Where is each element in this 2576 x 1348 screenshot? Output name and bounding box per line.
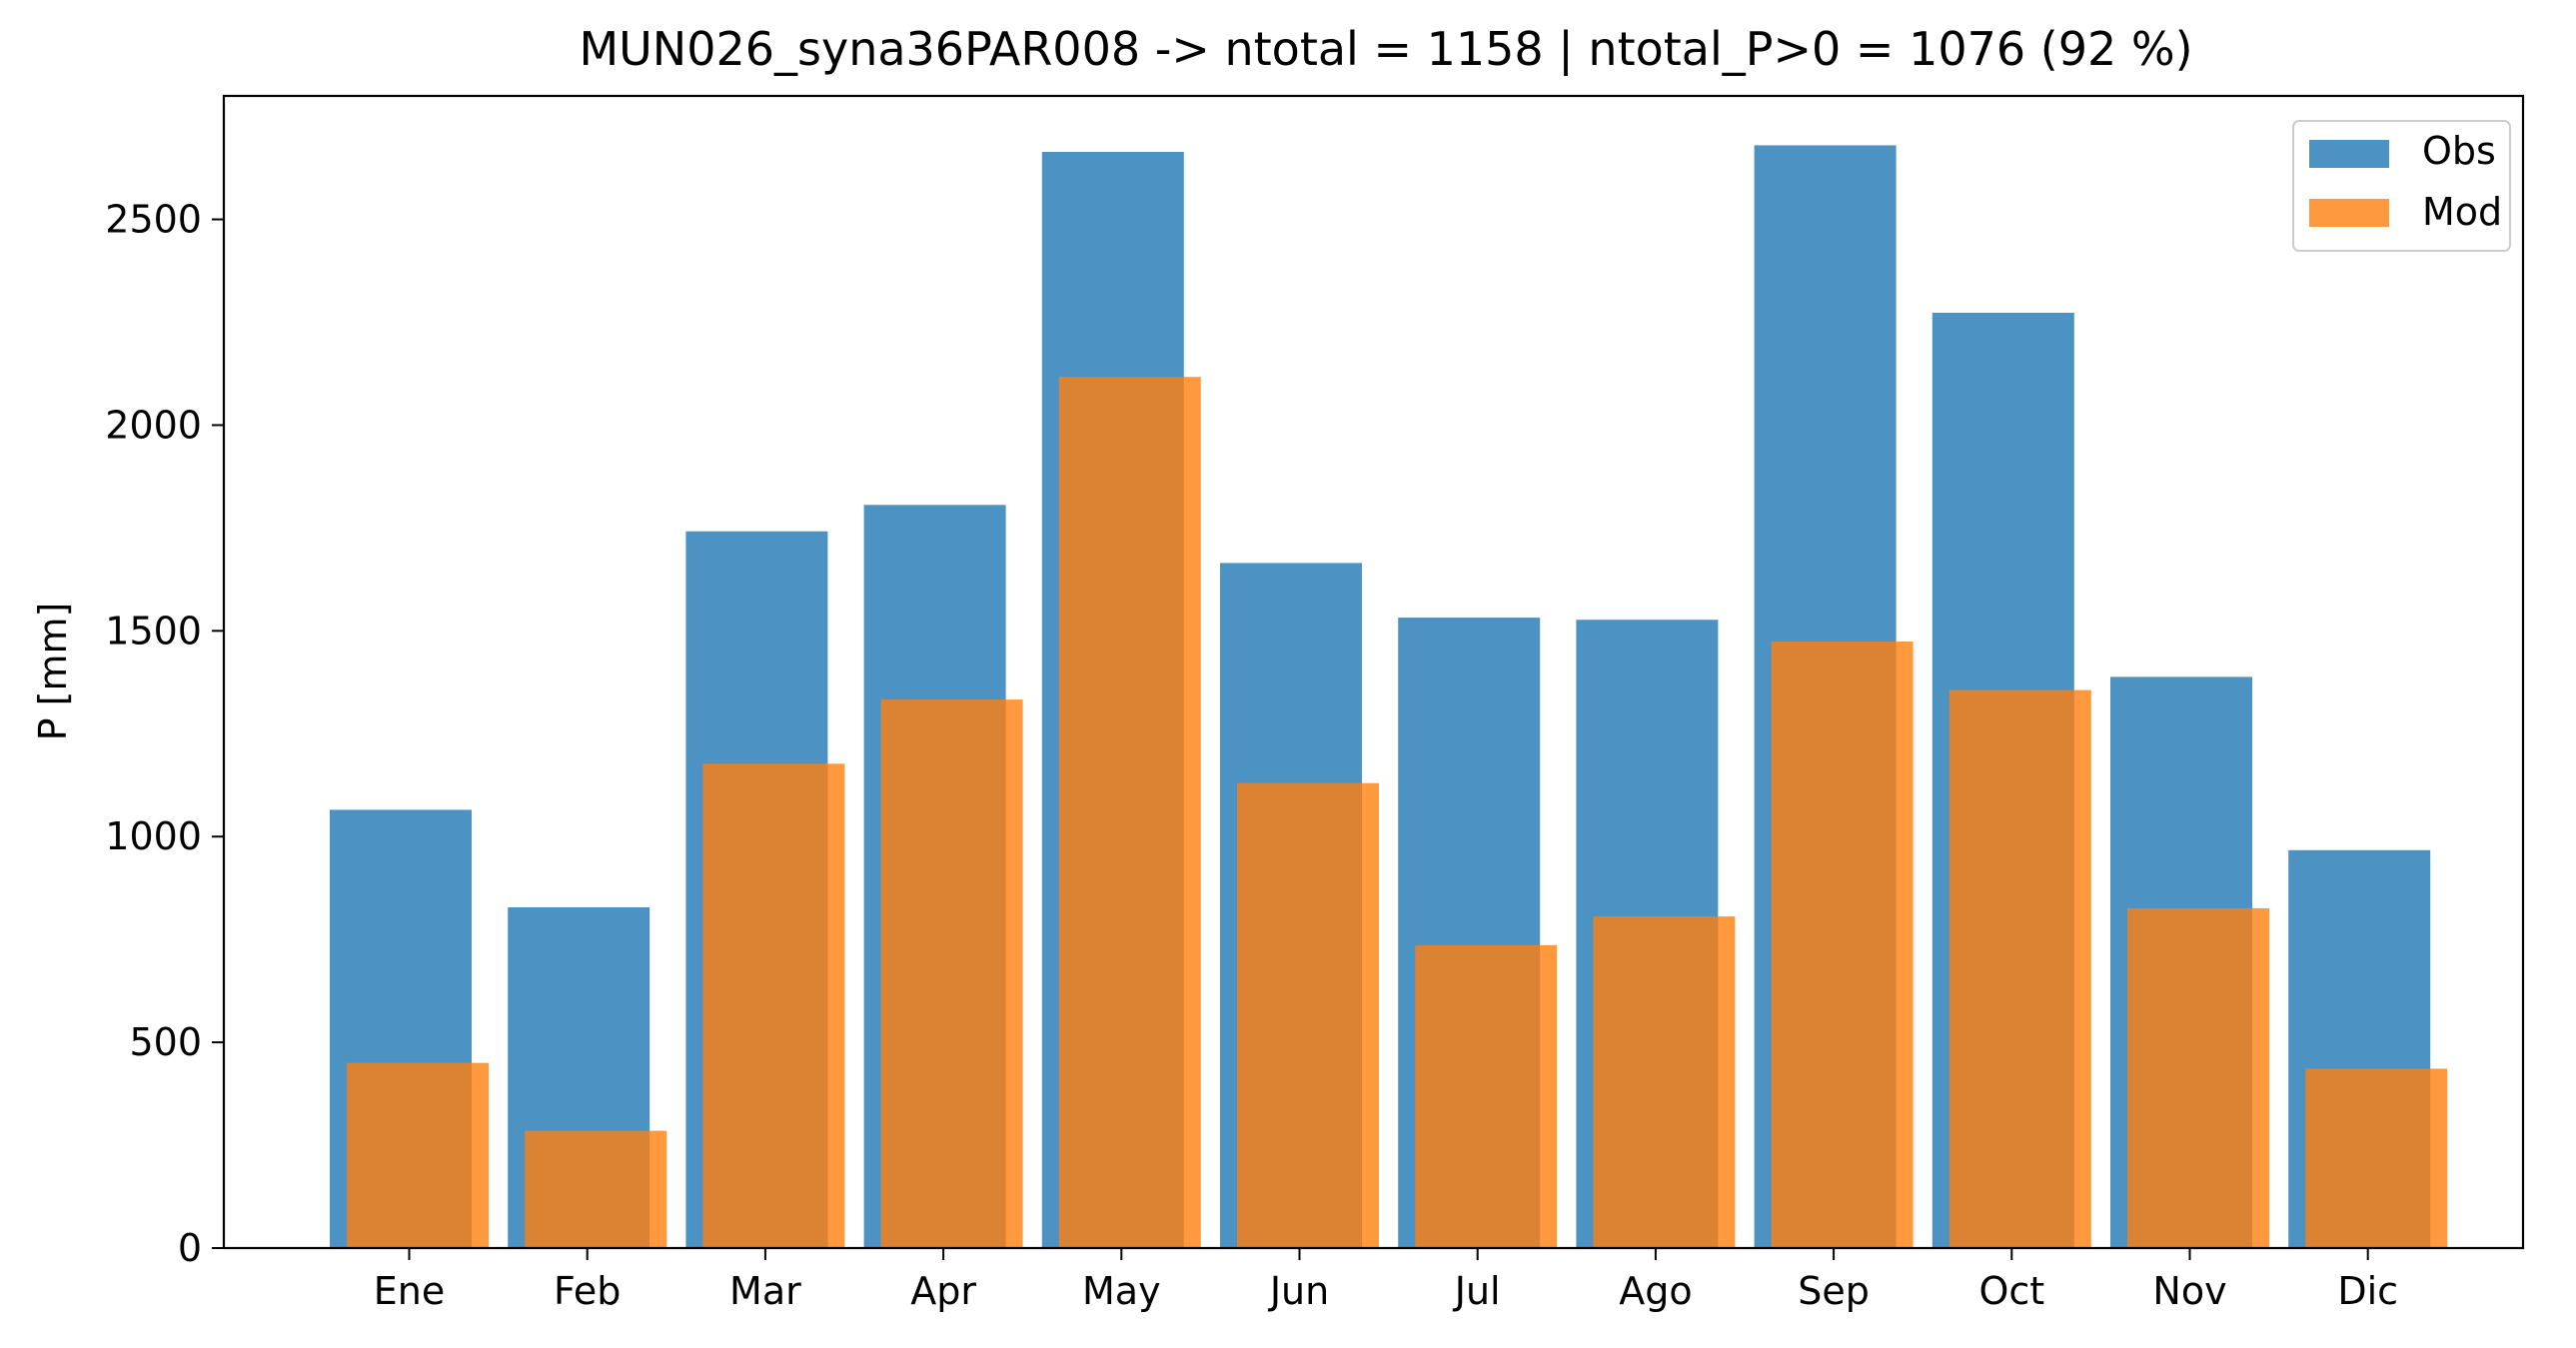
bar-mod-nov bbox=[2127, 907, 2269, 1248]
x-axis: Ene Feb Mar Apr May Jun Jul Ago Sep Oct Nov Dic bbox=[374, 1248, 2398, 1313]
x-tick-label-ene: Ene bbox=[374, 1269, 445, 1313]
y-tick-label: 1000 bbox=[105, 814, 202, 858]
legend-label-mod: Mod bbox=[2422, 190, 2502, 234]
x-tick-label-mar: Mar bbox=[729, 1269, 801, 1313]
y-tick-label: 0 bbox=[178, 1226, 202, 1270]
y-tick-label: 500 bbox=[129, 1020, 202, 1064]
y-tick-label: 2000 bbox=[105, 403, 202, 447]
bars-layer bbox=[330, 145, 2448, 1248]
legend-swatch-mod bbox=[2309, 199, 2389, 227]
plot-frame bbox=[222, 94, 2525, 1250]
x-tick-label-may: May bbox=[1082, 1269, 1161, 1313]
x-tick-label-jun: Jun bbox=[1268, 1269, 1329, 1313]
x-tick-label-sep: Sep bbox=[1798, 1269, 1870, 1313]
bar-mod-jul bbox=[1415, 944, 1558, 1248]
legend-label-obs: Obs bbox=[2422, 129, 2496, 173]
bar-mod-dic bbox=[2305, 1068, 2448, 1248]
y-tick-label: 1500 bbox=[105, 609, 202, 653]
y-axis-label: P [mm] bbox=[31, 603, 75, 741]
x-tick-label-jul: Jul bbox=[1453, 1269, 1501, 1313]
x-tick-label-dic: Dic bbox=[2337, 1269, 2398, 1313]
bar-mod-apr bbox=[880, 699, 1023, 1248]
bar-mod-oct bbox=[1948, 689, 2091, 1248]
bar-mod-feb bbox=[525, 1130, 667, 1248]
x-tick-label-oct: Oct bbox=[1978, 1269, 2044, 1313]
bar-mod-ago bbox=[1593, 916, 1736, 1248]
x-tick-label-feb: Feb bbox=[554, 1269, 621, 1313]
legend-swatch-obs bbox=[2309, 140, 2389, 168]
bar-mod-may bbox=[1058, 377, 1201, 1248]
y-tick-label: 2500 bbox=[105, 198, 202, 242]
x-tick-label-nov: Nov bbox=[2152, 1269, 2226, 1313]
x-tick-label-ago: Ago bbox=[1619, 1269, 1692, 1313]
legend: Obs Mod bbox=[2292, 120, 2511, 252]
bar-mod-sep bbox=[1771, 642, 1914, 1248]
bar-mod-jun bbox=[1237, 782, 1379, 1248]
x-tick-label-apr: Apr bbox=[910, 1269, 976, 1313]
bar-mod-ene bbox=[347, 1062, 489, 1248]
y-axis: 0 500 1000 1500 2000 2500 bbox=[105, 198, 224, 1270]
bar-mod-mar bbox=[702, 763, 845, 1248]
chart-title: MUN026_syna36PAR008 -> ntotal = 1158 | n… bbox=[579, 22, 2192, 77]
